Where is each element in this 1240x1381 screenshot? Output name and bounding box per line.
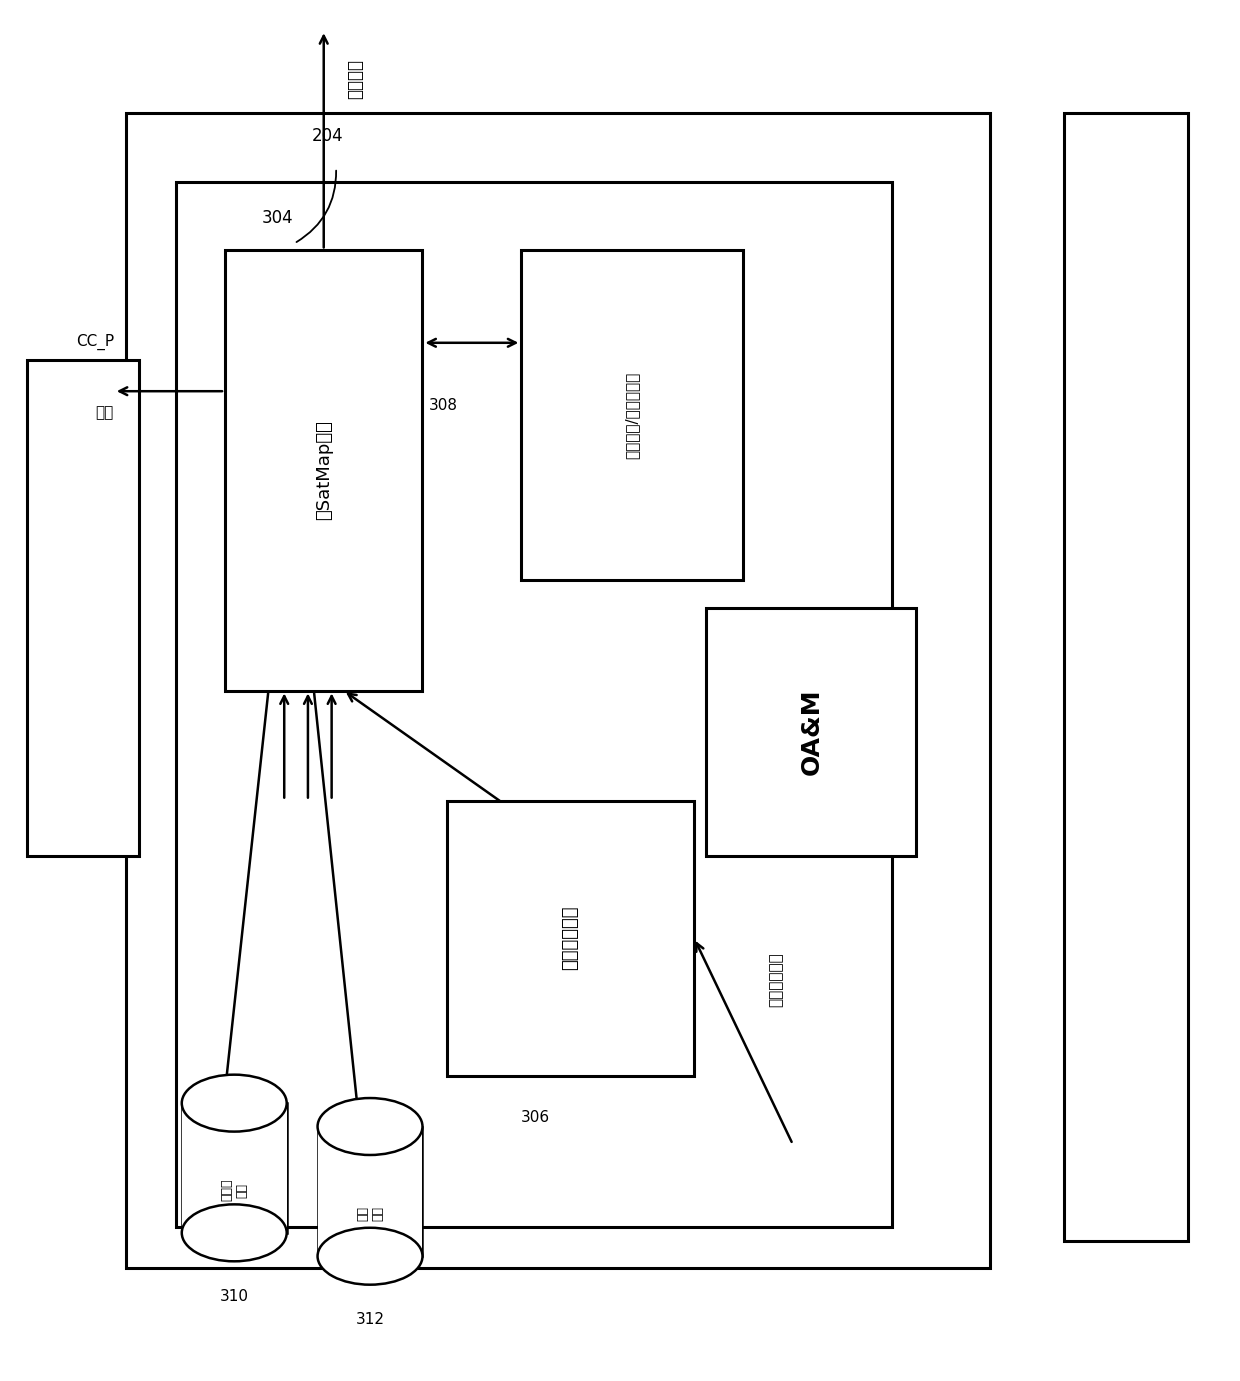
Bar	[448, 801, 694, 1076]
Bar	[176, 181, 892, 1226]
Text: 插屏队列/池定时启发: 插屏队列/池定时启发	[625, 371, 640, 458]
Text: 204: 204	[311, 127, 343, 145]
Text: CC_P: CC_P	[76, 334, 114, 349]
Text: 消息: 消息	[95, 405, 114, 420]
Text: 主SatMap引擎: 主SatMap引擎	[315, 420, 332, 521]
Text: 304: 304	[262, 209, 294, 226]
Ellipse shape	[317, 1228, 423, 1284]
Text: OA&M: OA&M	[800, 689, 823, 775]
Bar	[1064, 113, 1188, 1240]
Bar	[317, 1127, 423, 1257]
Bar	[521, 250, 744, 580]
Bar	[707, 608, 916, 856]
Text: 到收集器: 到收集器	[346, 59, 365, 99]
Bar	[182, 1103, 286, 1233]
Text: 神经网络引擎: 神经网络引擎	[562, 906, 579, 971]
Text: 310: 310	[219, 1288, 249, 1304]
Text: 每日重新训练: 每日重新训练	[768, 952, 784, 1007]
Bar	[224, 250, 423, 690]
Bar	[27, 360, 139, 856]
Bar	[126, 113, 991, 1268]
Text: 代理
数据: 代理 数据	[356, 1206, 384, 1221]
Text: 呼叫者
数据: 呼叫者 数据	[221, 1179, 248, 1201]
Ellipse shape	[182, 1074, 286, 1131]
Text: 308: 308	[429, 398, 458, 413]
Ellipse shape	[182, 1204, 286, 1261]
Text: 306: 306	[521, 1110, 551, 1126]
Ellipse shape	[317, 1098, 423, 1155]
Text: 312: 312	[356, 1312, 384, 1327]
